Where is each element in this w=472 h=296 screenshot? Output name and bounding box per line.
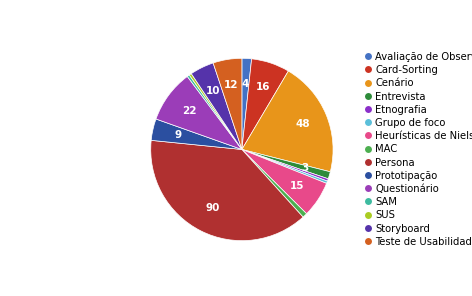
Wedge shape [242, 71, 333, 172]
Text: 48: 48 [295, 119, 310, 129]
Text: 22: 22 [182, 106, 196, 115]
Wedge shape [151, 119, 242, 149]
Wedge shape [151, 140, 303, 241]
Text: 3: 3 [301, 163, 309, 173]
Wedge shape [242, 59, 288, 149]
Text: 10: 10 [206, 86, 220, 96]
Wedge shape [242, 149, 330, 179]
Wedge shape [242, 149, 328, 184]
Wedge shape [242, 58, 252, 149]
Text: 15: 15 [289, 181, 304, 191]
Text: 9: 9 [174, 130, 181, 140]
Wedge shape [213, 58, 242, 149]
Wedge shape [191, 63, 242, 149]
Wedge shape [187, 75, 242, 149]
Text: 90: 90 [205, 203, 219, 213]
Wedge shape [242, 149, 307, 217]
Wedge shape [189, 74, 242, 149]
Text: 4: 4 [242, 79, 249, 89]
Text: 16: 16 [255, 82, 270, 92]
Wedge shape [242, 149, 328, 181]
Text: 12: 12 [224, 80, 239, 90]
Wedge shape [156, 76, 242, 149]
Wedge shape [242, 149, 327, 214]
Legend: Avaliação de Observação, Card-Sorting, Cenário, Entrevista, Etnografia, Grupo de: Avaliação de Observação, Card-Sorting, C… [365, 52, 472, 247]
